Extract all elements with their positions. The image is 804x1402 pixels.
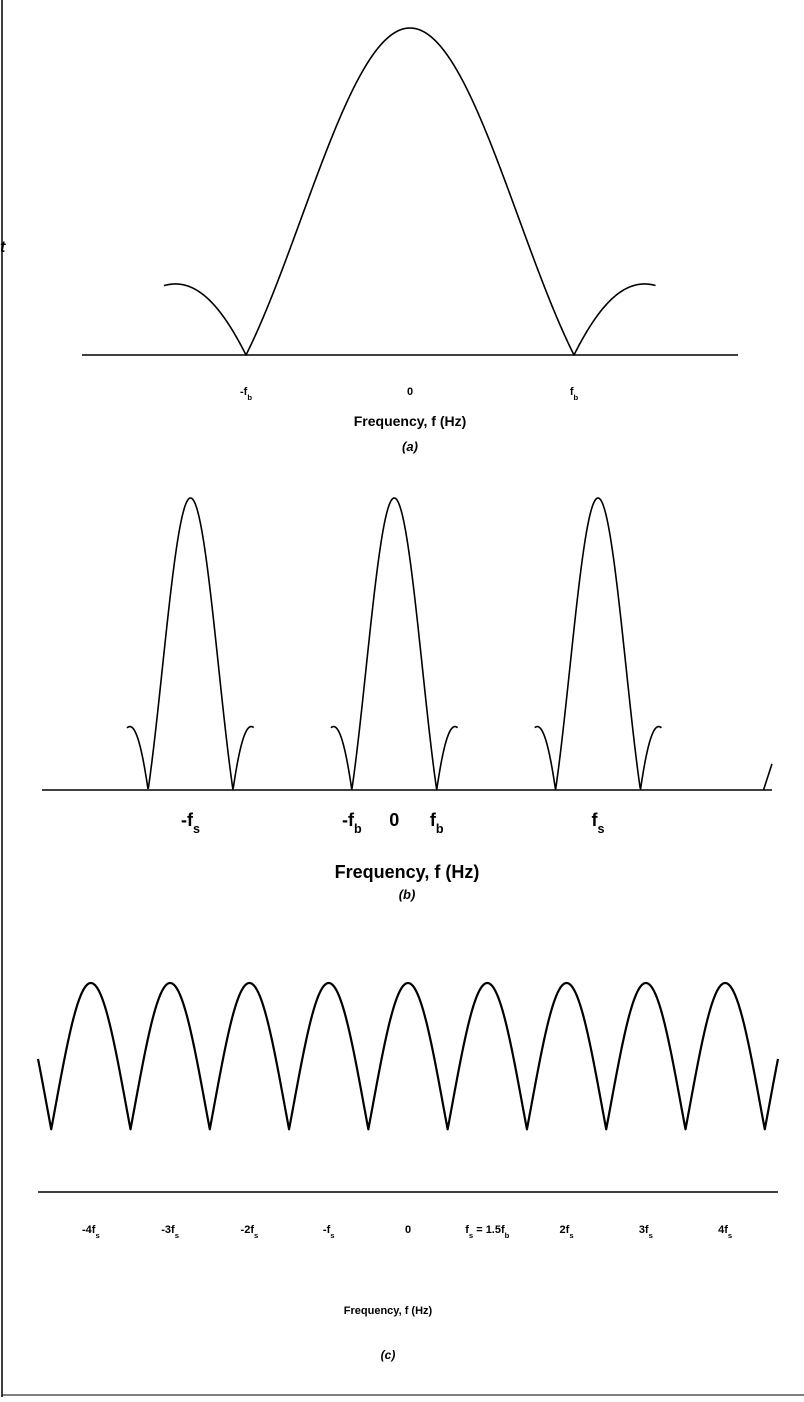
tick-label-subscript: s [95,1231,99,1240]
x-axis-label: Frequency, f (Hz) [354,413,467,429]
tick-label: fs [591,810,604,836]
panel-a: -fb 0 fb Frequency, f (Hz) (a) [82,27,738,454]
tick-label: 3fs [639,1224,653,1240]
tick-label-subscript: b [436,822,444,836]
tick-label-subscript: s [193,822,200,836]
panel-b: -fs -fb 0 fb fs Frequency, f (Hz) (b) [42,497,773,902]
tick-label-subscript: b [505,1231,510,1240]
tick-label-subscript: s [175,1231,179,1240]
panel-caption: (a) [402,439,418,454]
tick-label: fs = 1.5fb [465,1224,509,1240]
tick-label-subscript: s [728,1231,732,1240]
panel-caption: (b) [399,887,416,902]
tick-label-subscript: b [354,822,362,836]
tick-label: 2fs [560,1224,574,1240]
panel-c: -4fs -3fs -2fs -fs 0 fs = 1.5fb 2fs 3fs 4fs Frequ… [36,981,780,1362]
tick-label: -3fs [161,1224,179,1240]
tick-label-subscript: s [597,822,604,836]
tick-label-subscript: s [469,1231,473,1240]
tick-label: -fb [342,810,362,836]
tick-label: -4fs [82,1224,100,1240]
tick-label: 4fs [718,1224,732,1240]
x-axis-label: Frequency, f (Hz) [344,1305,433,1317]
stray-mark: t [0,239,6,256]
tick-label: fb [430,810,444,836]
tick-label-subscript: b [573,393,578,402]
tick-label: -fb [240,386,252,402]
tick-label: 0 [405,1224,411,1236]
tick-label: 0 [389,810,399,830]
spectrum-curve [126,497,773,791]
tick-label-subscript: s [330,1231,334,1240]
spectrum-curve [163,27,656,356]
spectrum-curve [36,981,780,1131]
tick-label-subscript: s [569,1231,573,1240]
tick-label-subscript: s [649,1231,653,1240]
tick-label: -fs [181,810,200,836]
tick-label-subscript: s [254,1231,258,1240]
tick-label: -fs [323,1224,335,1240]
tick-label: -2fs [241,1224,259,1240]
x-axis-label: Frequency, f (Hz) [335,862,480,882]
tick-label-subscript: b [247,393,252,402]
tick-label: 0 [407,386,413,398]
tick-label: fb [570,386,579,402]
panel-caption: (c) [381,1348,396,1362]
tick-label-suffix: = 1.5f [473,1224,505,1236]
